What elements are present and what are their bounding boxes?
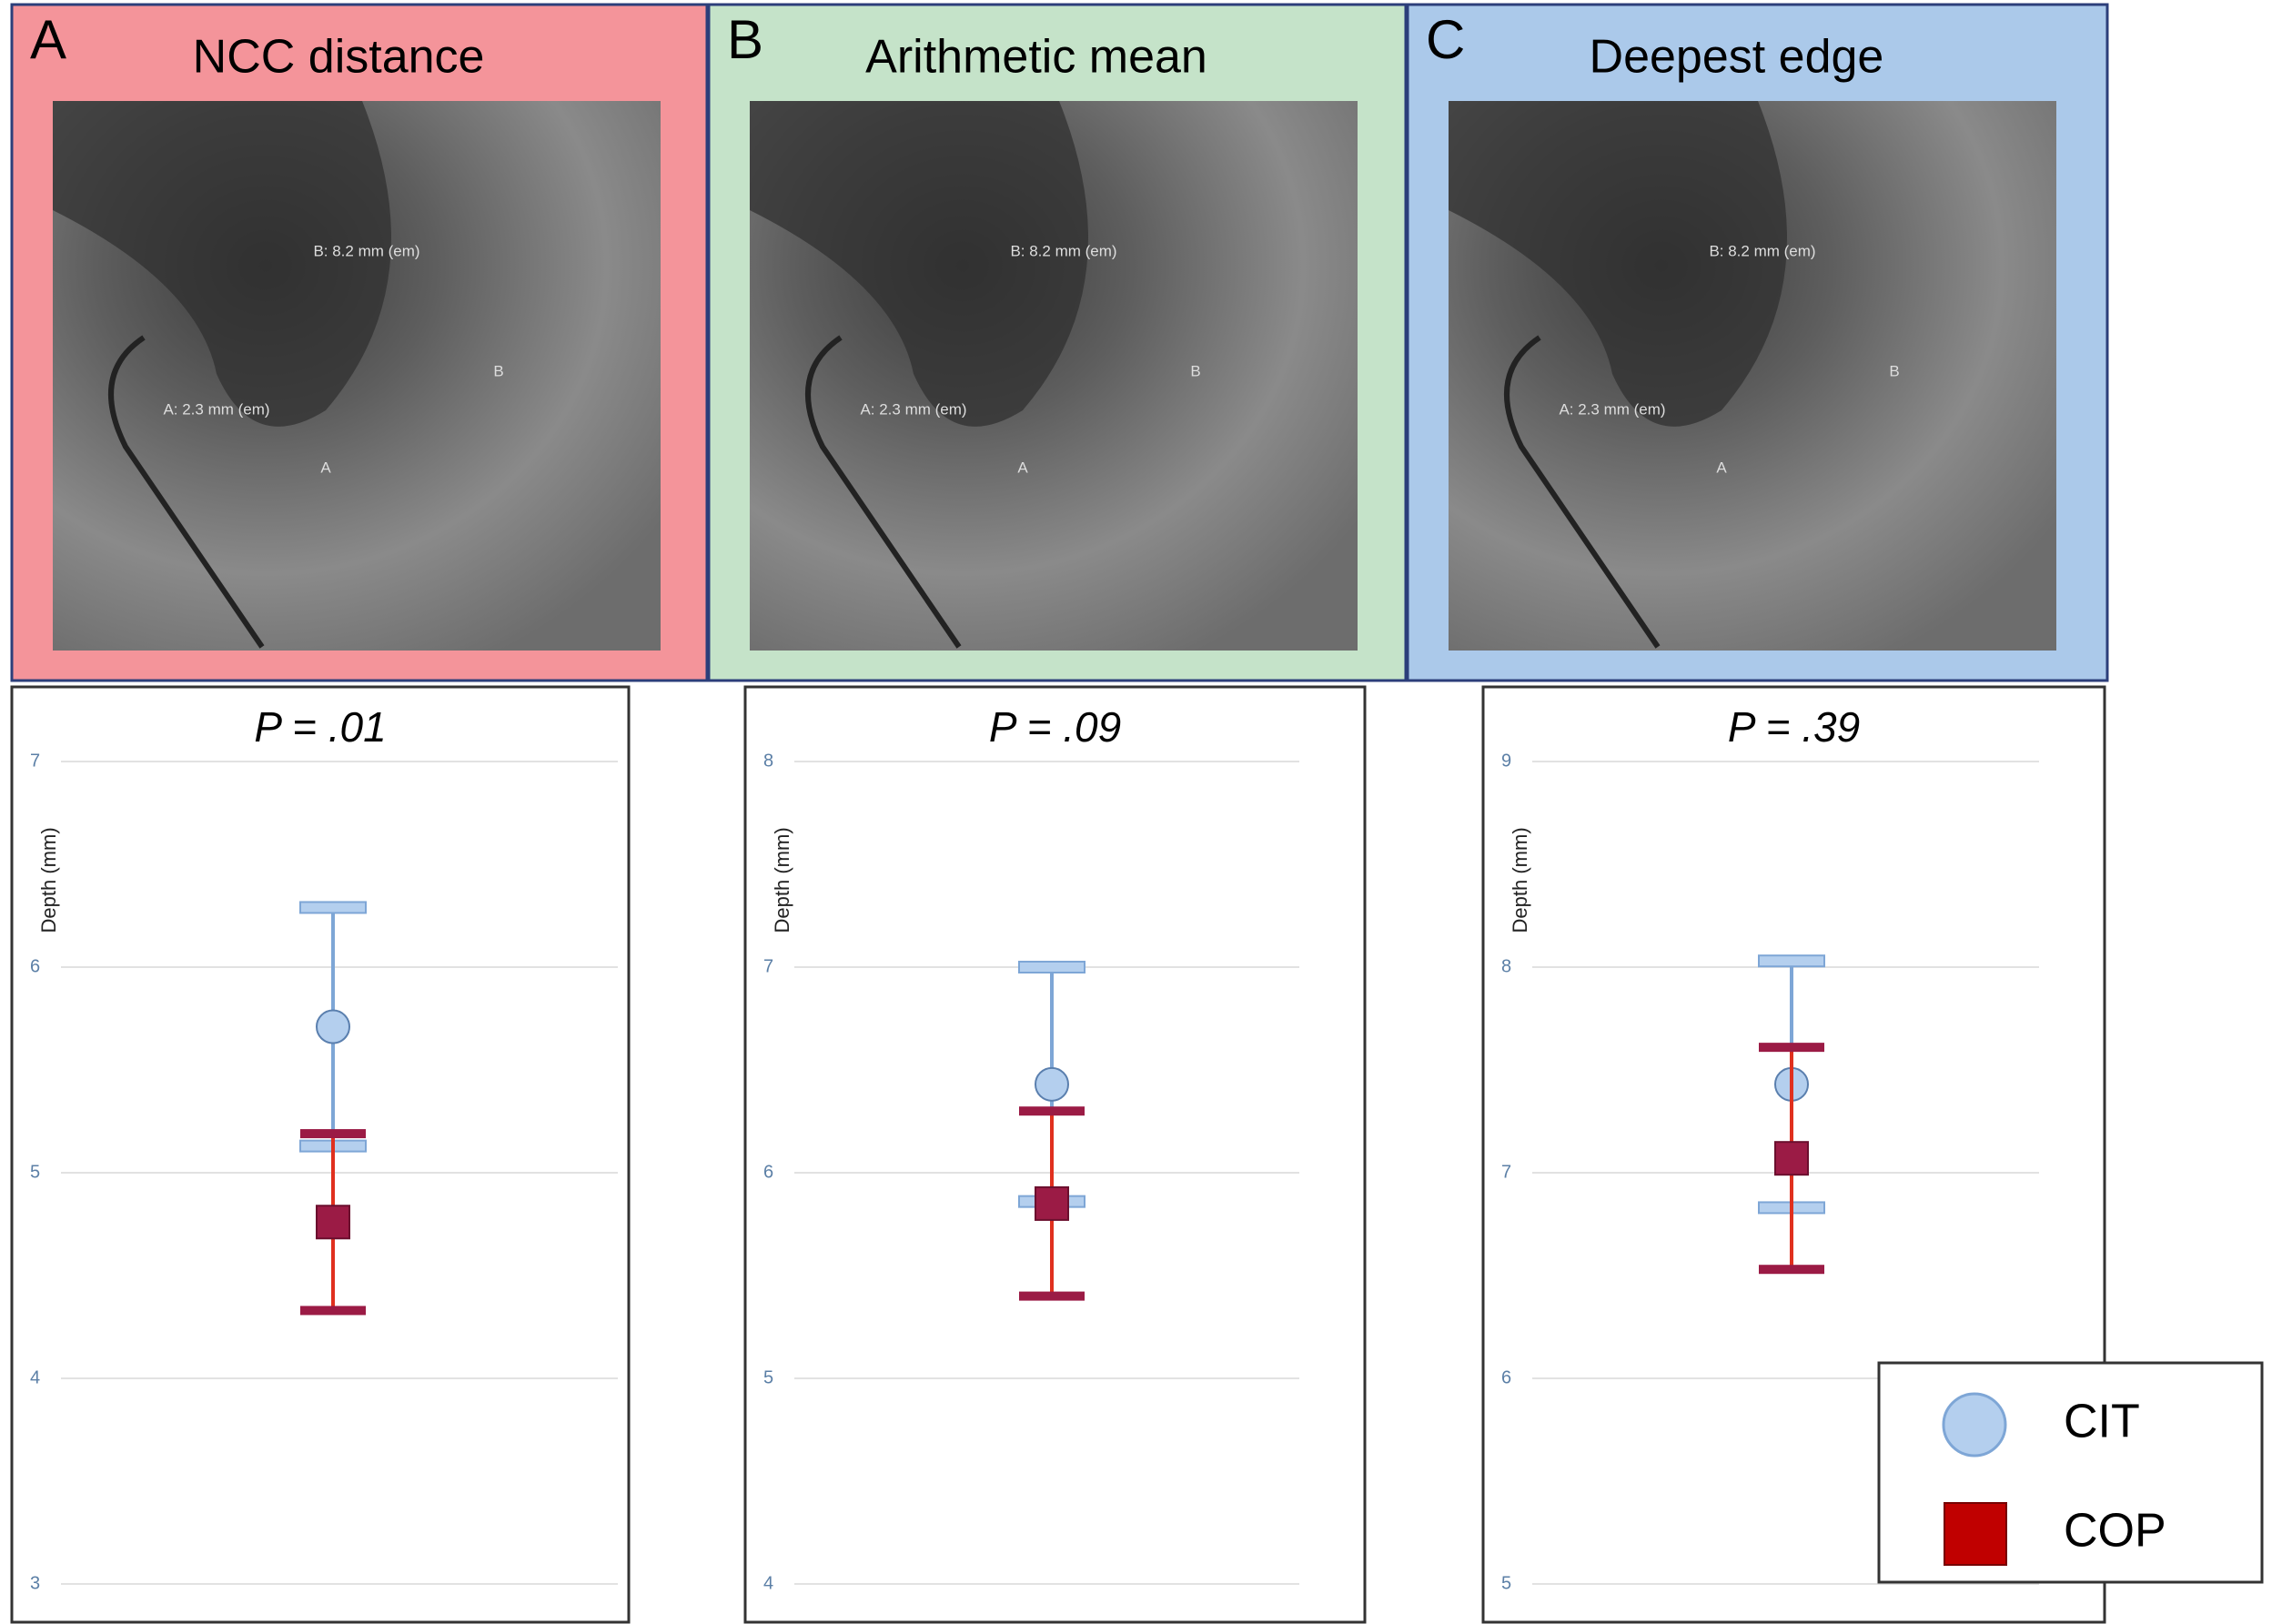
y-tick-label: 4 [763,1573,773,1593]
error-cap [1018,961,1085,973]
y-tick-label: 8 [1501,956,1511,976]
error-cap [300,1129,366,1139]
y-axis-label: Depth (mm) [771,827,793,933]
y-tick-label: 8 [763,751,773,771]
image-annotation: A [320,459,331,476]
mean-marker [316,1205,350,1240]
chart-title: P = .01 [254,703,386,751]
y-tick-label: 7 [763,956,773,976]
legend-marker [1944,1502,2007,1566]
legend-label: COP [2064,1505,2166,1558]
legend-marker [1942,1392,2007,1458]
catheter [805,335,962,649]
image-annotation: B: 8.2 mm (em) [313,242,419,259]
error-cap [1759,1265,1824,1275]
image-annotation: B: 8.2 mm (em) [1709,242,1815,259]
image-annotation: A [1017,459,1028,476]
image-annotation: A: 2.3 mm (em) [860,400,966,418]
image-annotation: B [1190,362,1200,379]
catheter [108,335,265,649]
xray-shape [53,101,391,427]
chart-title: P = .09 [989,703,1121,751]
panel-title: NCC distance [193,31,485,84]
chart-title: P = .39 [1728,703,1860,751]
image-annotation: A [1716,459,1727,476]
chart-frame [743,685,1367,1624]
error-cap [299,901,367,914]
panel-letter: B [727,9,763,70]
panel-title: Deepest edge [1590,31,1884,84]
y-tick-label: 5 [763,1367,773,1387]
xray-shape [750,101,1088,427]
panel-title: Arithmetic mean [865,31,1207,84]
y-tick-label: 3 [30,1573,40,1593]
y-tick-label: 6 [30,956,40,976]
xray-shape [1449,101,1787,427]
y-tick-label: 5 [1501,1573,1511,1593]
y-tick-label: 5 [30,1162,40,1182]
mean-marker [1035,1185,1069,1221]
chart-frame [10,685,631,1624]
mean-marker [316,1009,350,1044]
error-cap [300,1306,366,1316]
y-tick-label: 7 [1501,1162,1511,1182]
panel-letter: C [1426,9,1465,70]
legend-label: CIT [2064,1396,2140,1448]
y-tick-label: 7 [30,751,40,771]
y-axis-label: Depth (mm) [1509,827,1531,933]
mean-marker [1774,1141,1809,1176]
mean-marker [1035,1066,1069,1102]
y-tick-label: 6 [763,1162,773,1182]
image-annotation: B: 8.2 mm (em) [1010,242,1116,259]
image-annotation: A: 2.3 mm (em) [163,400,269,418]
y-tick-label: 6 [1501,1367,1511,1387]
image-annotation: A: 2.3 mm (em) [1559,400,1665,418]
error-cap [1758,954,1825,968]
legend-box [1877,1361,2264,1584]
error-cap [1759,1043,1824,1053]
y-tick-label: 9 [1501,751,1511,771]
y-axis-label: Depth (mm) [37,827,60,933]
image-annotation: B [493,362,503,379]
catheter [1504,335,1661,649]
error-cap [1019,1291,1085,1301]
image-annotation: B [1889,362,1899,379]
panel-letter: A [30,9,66,70]
y-tick-label: 4 [30,1367,40,1387]
error-cap [1019,1106,1085,1116]
